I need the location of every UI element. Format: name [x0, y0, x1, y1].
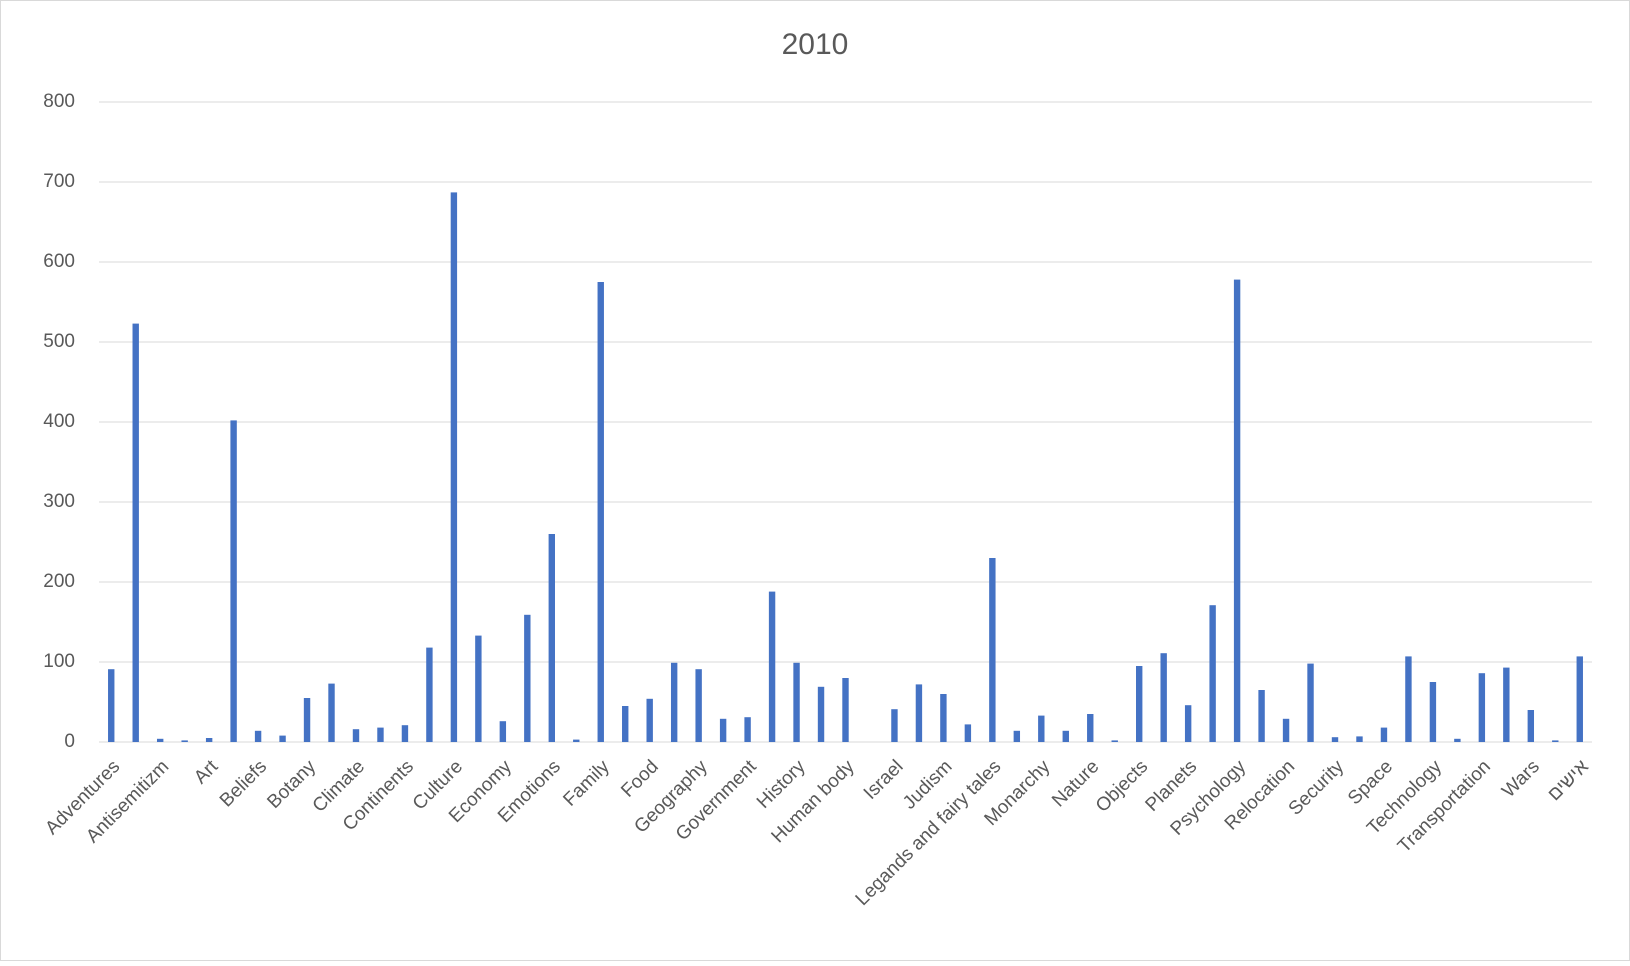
bar	[768, 591, 776, 742]
bar	[989, 558, 996, 742]
bar	[1209, 605, 1216, 742]
bar	[695, 669, 702, 742]
bar	[1282, 718, 1290, 742]
y-tick-label: 200	[43, 571, 75, 592]
y-tick-label: 100	[43, 651, 75, 672]
y-tick-label: 500	[43, 331, 75, 352]
chart-title: 2010	[782, 28, 849, 61]
bar	[401, 725, 409, 742]
y-tick-label: 700	[43, 171, 75, 192]
bar	[1013, 730, 1021, 742]
bar	[744, 717, 751, 742]
bar	[205, 738, 213, 742]
bar	[230, 420, 237, 742]
bar	[622, 706, 629, 742]
bar	[1087, 714, 1094, 742]
bar	[524, 614, 531, 742]
bar	[915, 684, 923, 742]
bar	[156, 738, 164, 742]
bar	[1111, 740, 1118, 742]
bar	[891, 709, 898, 742]
bar	[1160, 653, 1167, 742]
bar	[108, 669, 115, 742]
bar	[646, 698, 653, 742]
bar	[499, 721, 507, 742]
bar	[279, 735, 286, 742]
y-tick-label: 800	[43, 91, 75, 112]
bar	[670, 662, 678, 742]
bar	[1380, 727, 1388, 742]
y-tick-label: 0	[64, 731, 75, 752]
bar	[1258, 690, 1265, 742]
bar	[1478, 673, 1486, 742]
bar	[132, 323, 139, 742]
bar	[1503, 667, 1510, 742]
y-tick-label: 300	[43, 491, 75, 512]
bar	[450, 192, 458, 742]
bar	[1184, 705, 1192, 742]
bar	[352, 729, 360, 742]
bar	[328, 683, 335, 742]
y-tick-label: 400	[43, 411, 75, 432]
bar	[1454, 738, 1461, 742]
bar	[817, 686, 825, 742]
bar	[719, 718, 727, 742]
bar	[181, 740, 188, 742]
bar	[475, 635, 482, 742]
bar	[1356, 736, 1363, 742]
bar	[940, 694, 947, 742]
bar	[1527, 710, 1535, 742]
bar	[842, 678, 849, 742]
bar	[548, 534, 555, 742]
y-tick-label: 600	[43, 251, 75, 272]
bar	[303, 698, 311, 742]
bar	[377, 727, 384, 742]
bar	[1038, 715, 1045, 742]
bar	[597, 282, 604, 742]
bar	[1233, 279, 1241, 742]
bar	[1429, 682, 1437, 742]
bar	[573, 739, 580, 742]
bar	[1331, 737, 1339, 742]
bar	[1576, 656, 1583, 742]
bar	[1062, 730, 1069, 742]
bar	[254, 730, 262, 742]
bar	[1552, 740, 1559, 742]
bar	[1136, 666, 1143, 742]
bar	[1405, 656, 1412, 742]
bar	[1307, 663, 1314, 742]
bar	[793, 662, 800, 742]
bar	[426, 647, 433, 742]
bar	[964, 724, 972, 742]
